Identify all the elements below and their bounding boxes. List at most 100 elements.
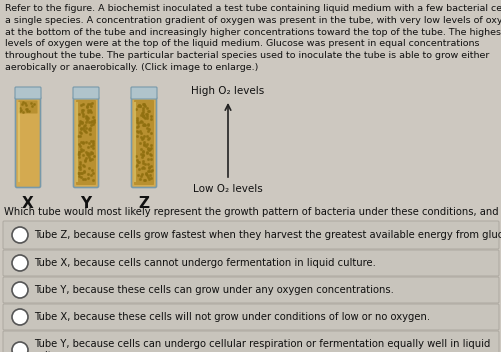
Point bbox=[143, 161, 151, 167]
Point bbox=[82, 129, 90, 134]
Point bbox=[81, 157, 89, 163]
Point bbox=[147, 113, 155, 119]
Point bbox=[82, 115, 90, 120]
Point bbox=[144, 122, 152, 127]
Point bbox=[79, 176, 87, 182]
Point bbox=[80, 176, 88, 182]
Point bbox=[146, 151, 154, 157]
Point bbox=[25, 108, 33, 114]
Point bbox=[139, 139, 147, 145]
Point bbox=[141, 112, 149, 117]
Point bbox=[143, 150, 151, 156]
Point bbox=[28, 103, 36, 109]
Point bbox=[135, 102, 143, 108]
Point bbox=[138, 153, 146, 158]
Point bbox=[139, 161, 147, 166]
Point bbox=[75, 112, 83, 117]
Point bbox=[87, 144, 95, 149]
Point bbox=[19, 109, 27, 114]
Point bbox=[139, 107, 147, 113]
FancyBboxPatch shape bbox=[3, 304, 498, 330]
Point bbox=[88, 142, 96, 147]
Point bbox=[138, 136, 146, 142]
Point bbox=[147, 167, 155, 173]
Point bbox=[84, 165, 92, 171]
Point bbox=[76, 118, 84, 124]
Point bbox=[84, 107, 92, 112]
Point bbox=[133, 162, 141, 168]
Point bbox=[143, 125, 151, 131]
Point bbox=[141, 115, 149, 121]
Point bbox=[134, 104, 142, 109]
Text: High O₂ levels: High O₂ levels bbox=[191, 86, 264, 96]
Point bbox=[27, 100, 35, 106]
Point bbox=[137, 130, 145, 136]
Point bbox=[79, 139, 87, 145]
Point bbox=[79, 125, 87, 131]
Point bbox=[81, 113, 89, 118]
Point bbox=[74, 150, 82, 155]
Point bbox=[144, 128, 152, 134]
Point bbox=[74, 133, 82, 138]
Point bbox=[145, 147, 153, 152]
FancyBboxPatch shape bbox=[19, 101, 38, 113]
Point bbox=[83, 103, 91, 109]
FancyBboxPatch shape bbox=[73, 87, 99, 99]
Point bbox=[137, 113, 145, 118]
FancyBboxPatch shape bbox=[73, 96, 98, 188]
Point bbox=[88, 118, 96, 124]
Text: Which tube would most likely represent the growth pattern of bacteria under thes: Which tube would most likely represent t… bbox=[4, 207, 501, 217]
Point bbox=[83, 114, 91, 120]
Point bbox=[84, 115, 92, 121]
Point bbox=[144, 121, 152, 127]
Point bbox=[79, 153, 87, 158]
Point bbox=[82, 150, 90, 155]
Point bbox=[144, 146, 152, 152]
Point bbox=[140, 103, 148, 108]
Point bbox=[142, 115, 150, 120]
Point bbox=[86, 127, 94, 133]
Point bbox=[75, 170, 83, 176]
Point bbox=[78, 119, 86, 125]
Point bbox=[142, 171, 150, 177]
Point bbox=[84, 145, 92, 150]
FancyBboxPatch shape bbox=[3, 250, 498, 276]
Point bbox=[75, 154, 83, 160]
Point bbox=[83, 118, 91, 123]
Point bbox=[77, 126, 85, 132]
Text: Z: Z bbox=[138, 196, 149, 211]
Point bbox=[82, 155, 90, 161]
Point bbox=[136, 103, 144, 109]
Circle shape bbox=[12, 342, 28, 352]
Point bbox=[75, 149, 83, 155]
Point bbox=[141, 143, 149, 149]
Point bbox=[89, 177, 97, 183]
Point bbox=[140, 141, 148, 147]
Point bbox=[77, 170, 85, 176]
Point bbox=[139, 177, 147, 183]
Point bbox=[89, 170, 97, 176]
Point bbox=[77, 102, 85, 108]
Point bbox=[79, 162, 87, 168]
Point bbox=[75, 122, 83, 127]
Point bbox=[74, 151, 82, 157]
Point bbox=[76, 120, 84, 125]
Point bbox=[147, 152, 155, 158]
Point bbox=[136, 119, 144, 125]
Point bbox=[144, 156, 152, 161]
Text: Tube Y, because these cells can grow under any oxygen concentrations.: Tube Y, because these cells can grow und… bbox=[34, 285, 393, 295]
Point bbox=[81, 122, 89, 128]
Point bbox=[139, 113, 147, 119]
Point bbox=[138, 122, 146, 127]
Point bbox=[132, 153, 140, 159]
Point bbox=[82, 119, 90, 124]
Point bbox=[88, 101, 96, 106]
Point bbox=[86, 108, 94, 114]
Point bbox=[89, 140, 97, 146]
Point bbox=[76, 161, 84, 166]
Point bbox=[137, 165, 145, 171]
Point bbox=[139, 133, 147, 139]
Point bbox=[84, 171, 92, 177]
Point bbox=[75, 142, 83, 147]
Point bbox=[86, 131, 94, 137]
